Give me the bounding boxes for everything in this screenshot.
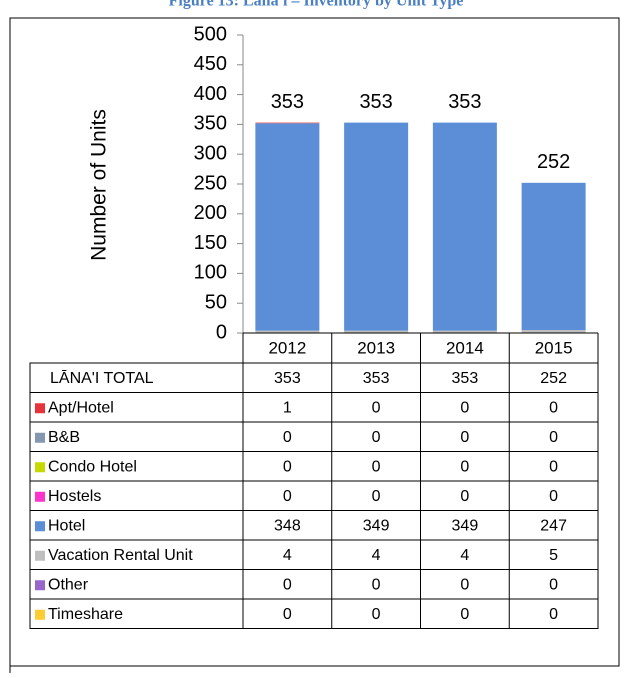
table-cell: 0 [283,606,292,623]
bar-segment [521,182,586,331]
y-tick-label: 500 [194,23,227,45]
y-tick-label: 450 [194,53,227,75]
table-border [29,362,599,629]
table-cell: 0 [372,488,381,505]
bar-segment [432,122,497,331]
legend-swatch [35,403,45,414]
table-cell: 1 [283,399,292,416]
total-label: 252 [537,151,570,173]
legend-swatch [35,462,45,473]
legend-swatch [35,550,45,561]
table-cell: 0 [372,606,381,623]
bar-segment [344,330,409,333]
table-cell: 0 [372,576,381,593]
y-tick-label: 50 [205,291,227,313]
table-cell: 252 [540,370,567,387]
total-label: 353 [271,91,304,113]
total-label: 353 [359,91,392,113]
table-cell: 353 [452,370,479,387]
total-label: 353 [448,91,481,113]
table-cell: 349 [452,517,479,534]
table-cell: 5 [549,547,558,564]
legend-swatch [35,609,45,620]
x-tick-label: 2012 [268,338,306,357]
table-cell: 349 [363,517,390,534]
table-cell: 0 [372,429,381,446]
y-tick-label: 250 [194,172,227,194]
legend-label: Vacation Rental Unit [48,547,193,564]
x-tick-label: 2013 [357,338,395,357]
table-cell: 0 [549,458,558,475]
y-tick-label: 350 [194,113,227,135]
bar-segment [255,122,320,124]
legend-swatch [35,491,45,502]
legend-swatch [35,432,45,443]
table-cell: 0 [460,399,469,416]
bar-segment [255,330,320,333]
y-tick-label: 0 [216,321,227,343]
table-cell: 0 [283,576,292,593]
table-cell: 0 [460,429,469,446]
legend-label: Other [48,576,89,593]
legend-label: Timeshare [48,606,123,623]
table-cell: 0 [549,429,558,446]
bar-segment [432,330,497,333]
table-cell: 247 [540,517,567,534]
table-cell: 0 [549,399,558,416]
chart-title: Figure 13: Lāna'i – Inventory by Unit Ty… [169,0,464,10]
legend-label: B&B [48,429,80,446]
table-cell: 0 [549,576,558,593]
table-row-label: LĀNA'I TOTAL [50,369,154,387]
table-cell: 0 [283,458,292,475]
y-tick-label: 300 [194,142,227,164]
legend-label: Hostels [48,488,101,505]
table-cell: 0 [283,429,292,446]
x-tick-label: 2015 [535,338,573,357]
frame [9,17,620,667]
legend-swatch [35,521,45,532]
y-tick-label: 200 [194,202,227,224]
y-tick-label: 100 [194,262,227,284]
table-cell: 4 [283,547,292,564]
table-cell: 0 [460,606,469,623]
table-cell: 0 [372,458,381,475]
table-cell: 353 [363,370,390,387]
bar-segment [344,122,409,331]
legend-label: Condo Hotel [48,458,137,475]
table-cell: 348 [274,517,301,534]
table-cell: 0 [283,488,292,505]
bar-segment [521,330,586,333]
y-tick-label: 150 [194,232,227,254]
bar-segment [255,123,320,331]
y-axis-label: Number of Units [88,109,111,261]
table-cell: 0 [460,458,469,475]
table-cell: 0 [549,488,558,505]
x-tick-label: 2014 [446,338,484,357]
table-cell: 0 [372,399,381,416]
legend-label: Hotel [48,517,85,534]
y-tick-label: 400 [194,83,227,105]
table-cell: 4 [372,547,381,564]
table-cell: 353 [274,370,301,387]
table-cell: 4 [460,547,469,564]
table-cell: 0 [460,488,469,505]
legend-label: Apt/Hotel [48,399,114,416]
table-cell: 0 [460,576,469,593]
legend-swatch [35,580,45,591]
table-cell: 0 [549,606,558,623]
